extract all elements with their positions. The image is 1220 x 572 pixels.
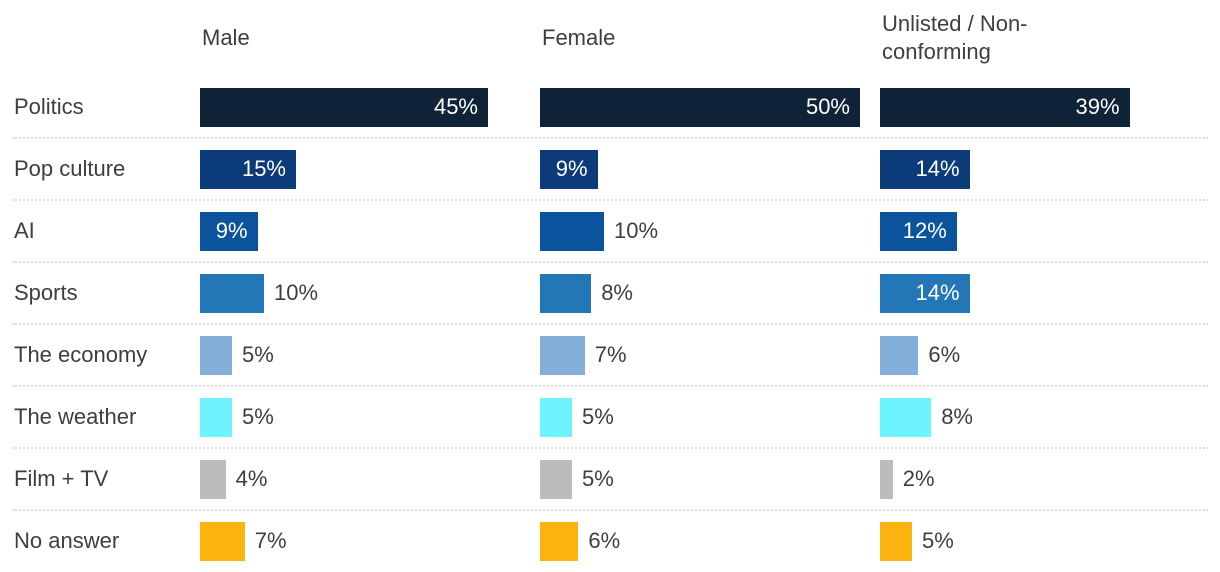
- bar-cell: 5%: [540, 386, 880, 448]
- bar: [880, 459, 893, 499]
- bar-cell: 7%: [540, 324, 880, 386]
- bar-cell: 6%: [880, 324, 1220, 386]
- bar: [540, 521, 579, 561]
- value-label: 12%: [902, 218, 947, 243]
- bar-cell: 8%: [540, 262, 880, 324]
- bar-cell: 5%: [540, 448, 880, 510]
- bar-cell: 5%: [200, 386, 540, 448]
- category-label: The weather: [14, 404, 137, 429]
- bar-cell: 5%: [200, 324, 540, 386]
- bar-cell: 39%: [880, 76, 1220, 138]
- bar: [540, 459, 572, 499]
- value-label: 5%: [582, 404, 614, 429]
- value-label: 15%: [241, 156, 286, 181]
- value-label: 7%: [594, 342, 627, 367]
- value-label: 8%: [941, 404, 973, 429]
- chart-rows: Politics 45% 50% 39% Pop culture 15% 9% 14% AI 9%…: [0, 76, 1220, 572]
- category-label: The economy: [14, 342, 148, 367]
- category-label: Film + TV: [14, 466, 109, 491]
- bar-cell: 9%: [540, 138, 880, 200]
- value-label: 5%: [242, 342, 274, 367]
- bar: 50%: [540, 87, 860, 127]
- chart-row: Pop culture 15% 9% 14%: [0, 137, 1220, 200]
- bar: [200, 335, 232, 375]
- chart-row: Film + TV 4% 5% 2%: [0, 447, 1220, 510]
- value-label: 9%: [215, 218, 248, 243]
- value-label: 8%: [601, 280, 633, 305]
- value-label: 6%: [928, 342, 961, 367]
- bar-cell: 10%: [200, 262, 540, 324]
- value-label: 10%: [274, 280, 319, 305]
- bar-cell: 45%: [200, 76, 540, 138]
- chart-row: Sports 10% 8% 14%: [0, 261, 1220, 324]
- category-label: AI: [14, 218, 35, 243]
- value-label: 2%: [902, 466, 935, 491]
- bar: [540, 273, 592, 313]
- category-label: Sports: [14, 280, 78, 305]
- series-header-unlisted-non-conforming: Unlisted / Non-conforming: [882, 11, 1028, 64]
- bar-cell: 4%: [200, 448, 540, 510]
- chart-row: Politics 45% 50% 39%: [0, 76, 1220, 138]
- bar: 9%: [200, 211, 258, 251]
- category-label: No answer: [14, 528, 120, 553]
- bar: 45%: [200, 87, 488, 127]
- bar: [540, 211, 604, 251]
- bar-cell: 12%: [880, 200, 1220, 262]
- series-header-female: Female: [542, 25, 616, 50]
- bar-cell: 5%: [880, 510, 1220, 572]
- bar-cell: 15%: [200, 138, 540, 200]
- bar: 14%: [880, 149, 970, 189]
- bar: [540, 335, 585, 375]
- bar-cell: 9%: [200, 200, 540, 262]
- value-label: 5%: [922, 528, 954, 553]
- bar-cell: 8%: [880, 386, 1220, 448]
- value-label: 4%: [235, 466, 268, 491]
- bar-cell: 2%: [880, 448, 1220, 510]
- series-header-male: Male: [202, 25, 250, 50]
- bar: [200, 521, 245, 561]
- value-label: 14%: [915, 280, 960, 305]
- value-label: 6%: [588, 528, 621, 553]
- bar: [200, 459, 226, 499]
- value-label: 50%: [805, 94, 850, 119]
- bar: [540, 397, 572, 437]
- chart-row: The economy 5% 7% 6%: [0, 323, 1220, 386]
- column-headers: Male Female Unlisted / Non-conforming: [0, 0, 1220, 76]
- value-label: 7%: [254, 528, 287, 553]
- bar: [880, 335, 919, 375]
- category-label: Pop culture: [14, 156, 126, 181]
- bar: [200, 273, 264, 313]
- bar: 39%: [880, 87, 1130, 127]
- chart-row: No answer 7% 6% 5%: [0, 509, 1220, 572]
- chart-row: The weather 5% 5% 8%: [0, 385, 1220, 448]
- bar: 14%: [880, 273, 970, 313]
- value-label: 45%: [433, 94, 478, 119]
- value-label: 14%: [915, 156, 960, 181]
- bar-cell: 10%: [540, 200, 880, 262]
- bar: 9%: [540, 149, 598, 189]
- bar-cell: 50%: [540, 76, 880, 138]
- bar: 12%: [880, 211, 957, 251]
- category-label: Politics: [14, 94, 84, 119]
- bar-cell: 14%: [880, 262, 1220, 324]
- value-label: 5%: [582, 466, 614, 491]
- bar-cell: 6%: [540, 510, 880, 572]
- value-label: 10%: [614, 218, 659, 243]
- bar: [880, 521, 912, 561]
- bar-cell: 7%: [200, 510, 540, 572]
- bar: [880, 397, 932, 437]
- chart-row: AI 9% 10% 12%: [0, 199, 1220, 262]
- value-label: 9%: [555, 156, 588, 181]
- bar: 15%: [200, 149, 296, 189]
- value-label: 5%: [242, 404, 274, 429]
- bar-cell: 14%: [880, 138, 1220, 200]
- value-label: 39%: [1075, 94, 1120, 119]
- bar: [200, 397, 232, 437]
